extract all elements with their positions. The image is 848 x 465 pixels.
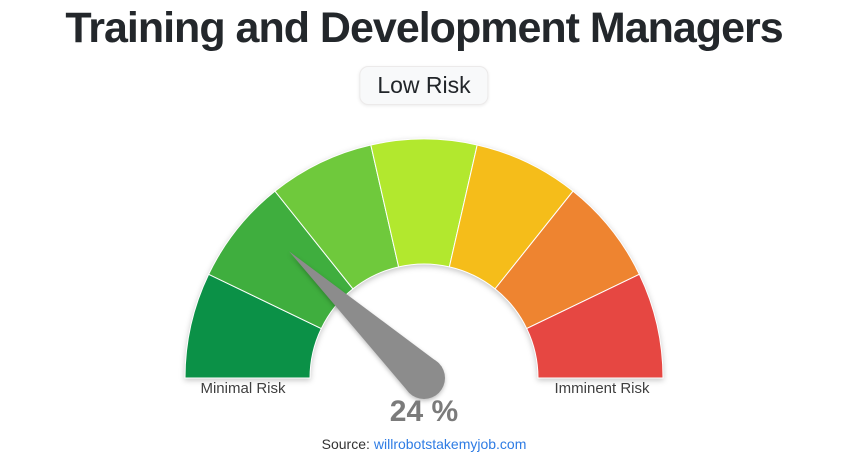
source-prefix: Source: xyxy=(321,436,370,452)
source-line: Source: willrobotstakemyjob.com xyxy=(0,436,848,452)
gauge-needle xyxy=(289,251,445,399)
gauge-segment-7 xyxy=(526,273,664,379)
page-title: Training and Development Managers xyxy=(65,4,783,52)
needle-hub xyxy=(403,357,445,399)
source-link[interactable]: willrobotstakemyjob.com xyxy=(373,436,527,452)
gauge-max-label: Imminent Risk xyxy=(554,380,650,397)
gauge-min-label: Minimal Risk xyxy=(200,380,286,397)
needle-pointer xyxy=(289,251,439,394)
gauge-segments xyxy=(184,138,664,379)
risk-badge: Low Risk xyxy=(359,66,489,105)
gauge-value: 24 % xyxy=(389,395,459,428)
